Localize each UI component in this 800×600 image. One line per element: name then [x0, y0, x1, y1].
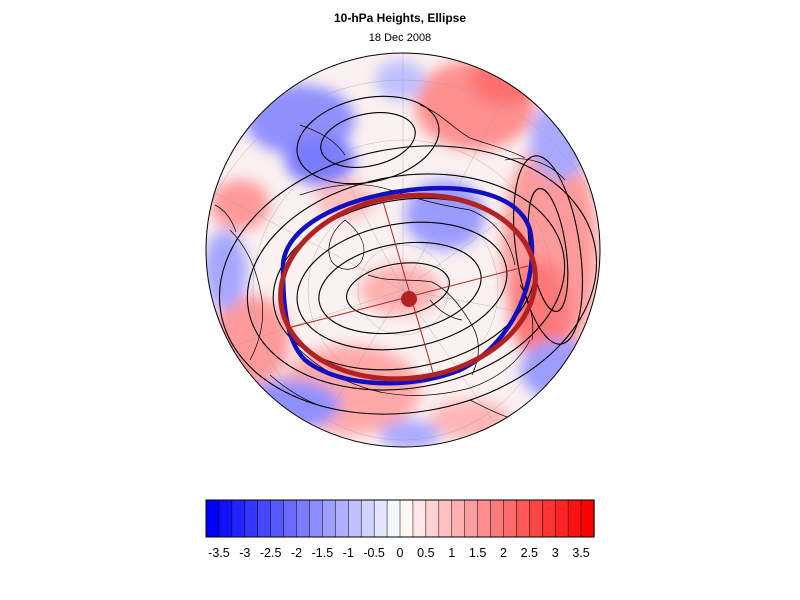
colorbar-frame	[205, 499, 595, 538]
height-contour-line	[296, 221, 508, 351]
map-title: 10-hPa Heights, Ellipse	[334, 11, 466, 25]
colorbar-cell	[386, 499, 401, 538]
colorbar-cell	[425, 499, 440, 538]
colorbar-cell	[542, 499, 556, 538]
colorbar-tick-label: -0.5	[363, 546, 385, 560]
colorbar-cell	[399, 499, 414, 538]
colorbar-cell	[529, 499, 543, 538]
colorbar-tick-label: 2.5	[521, 546, 538, 560]
colorbar-tick-label: -3.5	[208, 546, 230, 560]
positive-anomaly-patch	[210, 180, 270, 230]
vortex-overlay	[278, 185, 538, 386]
colorbar-tick-label: 1	[448, 546, 455, 560]
map-subtitle: 18 Dec 2008	[369, 32, 431, 44]
colorbar-cell	[322, 499, 336, 538]
colorbar-cell	[348, 499, 362, 538]
colorbar-cell	[373, 499, 388, 538]
colorbar-cell	[360, 499, 375, 538]
colorbar-cell	[244, 499, 259, 538]
height-contour-line	[318, 241, 482, 335]
colorbar-cell	[205, 499, 220, 538]
negative-anomaly-patch	[520, 340, 600, 400]
colorbar: -3.5 -3 -2.5 -2 -1.5 -1 -0.5 0 0.5 1 1.5 2 2.5 3 3.5	[205, 499, 595, 560]
colorbar-cells	[205, 499, 595, 538]
negative-anomaly-patch	[206, 230, 247, 310]
colorbar-cell	[257, 499, 272, 538]
colorbar-cell	[412, 499, 427, 538]
height-contour-line	[346, 262, 450, 318]
height-contour-line	[218, 145, 598, 415]
colorbar-cell	[438, 499, 453, 538]
colorbar-cell	[464, 499, 479, 538]
colorbar-cell	[580, 499, 595, 538]
colorbar-cell	[516, 499, 530, 538]
fitted-ellipse	[278, 192, 538, 382]
ellipse-minor-axis	[381, 197, 435, 377]
colorbar-tick-label: -1.5	[312, 546, 334, 560]
colorbar-cell	[309, 499, 324, 538]
colorbar-cell	[270, 499, 285, 538]
height-contour-line	[320, 112, 416, 168]
colorbar-cell	[335, 499, 349, 538]
colorbar-cell	[490, 499, 505, 538]
negative-anomaly-patch	[285, 135, 355, 185]
colorbar-tick-label: 0.5	[417, 546, 434, 560]
colorbar-tick-label: 3.5	[572, 546, 589, 560]
map-boundary	[205, 52, 601, 448]
height-contour-line	[246, 173, 566, 391]
colorbar-cell	[451, 499, 466, 538]
negative-anomaly-patch	[240, 380, 340, 430]
colorbar-tick-label: -1	[343, 546, 354, 560]
colorbar-cell	[567, 499, 582, 538]
height-contour-line	[513, 155, 583, 345]
height-contour-line	[296, 95, 440, 185]
colorbar-tick-label: -2.5	[260, 546, 282, 560]
colorbar-tick-label: 1.5	[469, 546, 486, 560]
polar-map	[205, 52, 601, 448]
colorbar-cell	[283, 499, 298, 538]
colorbar-tick-label: 2	[500, 546, 507, 560]
colorbar-cell	[231, 499, 246, 538]
colorbar-cell	[296, 499, 311, 538]
colorbar-cell	[477, 499, 492, 538]
colorbar-cell	[554, 499, 569, 538]
vortex-edge-contour	[280, 185, 535, 386]
colorbar-cell	[503, 499, 518, 538]
colorbar-tick-label: 3	[552, 546, 559, 560]
colorbar-tick-label: -2	[291, 546, 302, 560]
colorbar-tick-label: 0	[397, 546, 404, 560]
negative-anomaly-patch	[530, 100, 590, 180]
colorbar-tick-labels: -3.5 -3 -2.5 -2 -1.5 -1 -0.5 0 0.5 1 1.5 2 2.5 3 3.5	[208, 546, 590, 560]
colorbar-cell	[218, 499, 233, 538]
ellipse-center-marker	[401, 291, 417, 307]
positive-anomaly-patch	[360, 265, 440, 315]
negative-anomaly-patch	[380, 420, 440, 447]
colorbar-tick-label: -3	[239, 546, 250, 560]
